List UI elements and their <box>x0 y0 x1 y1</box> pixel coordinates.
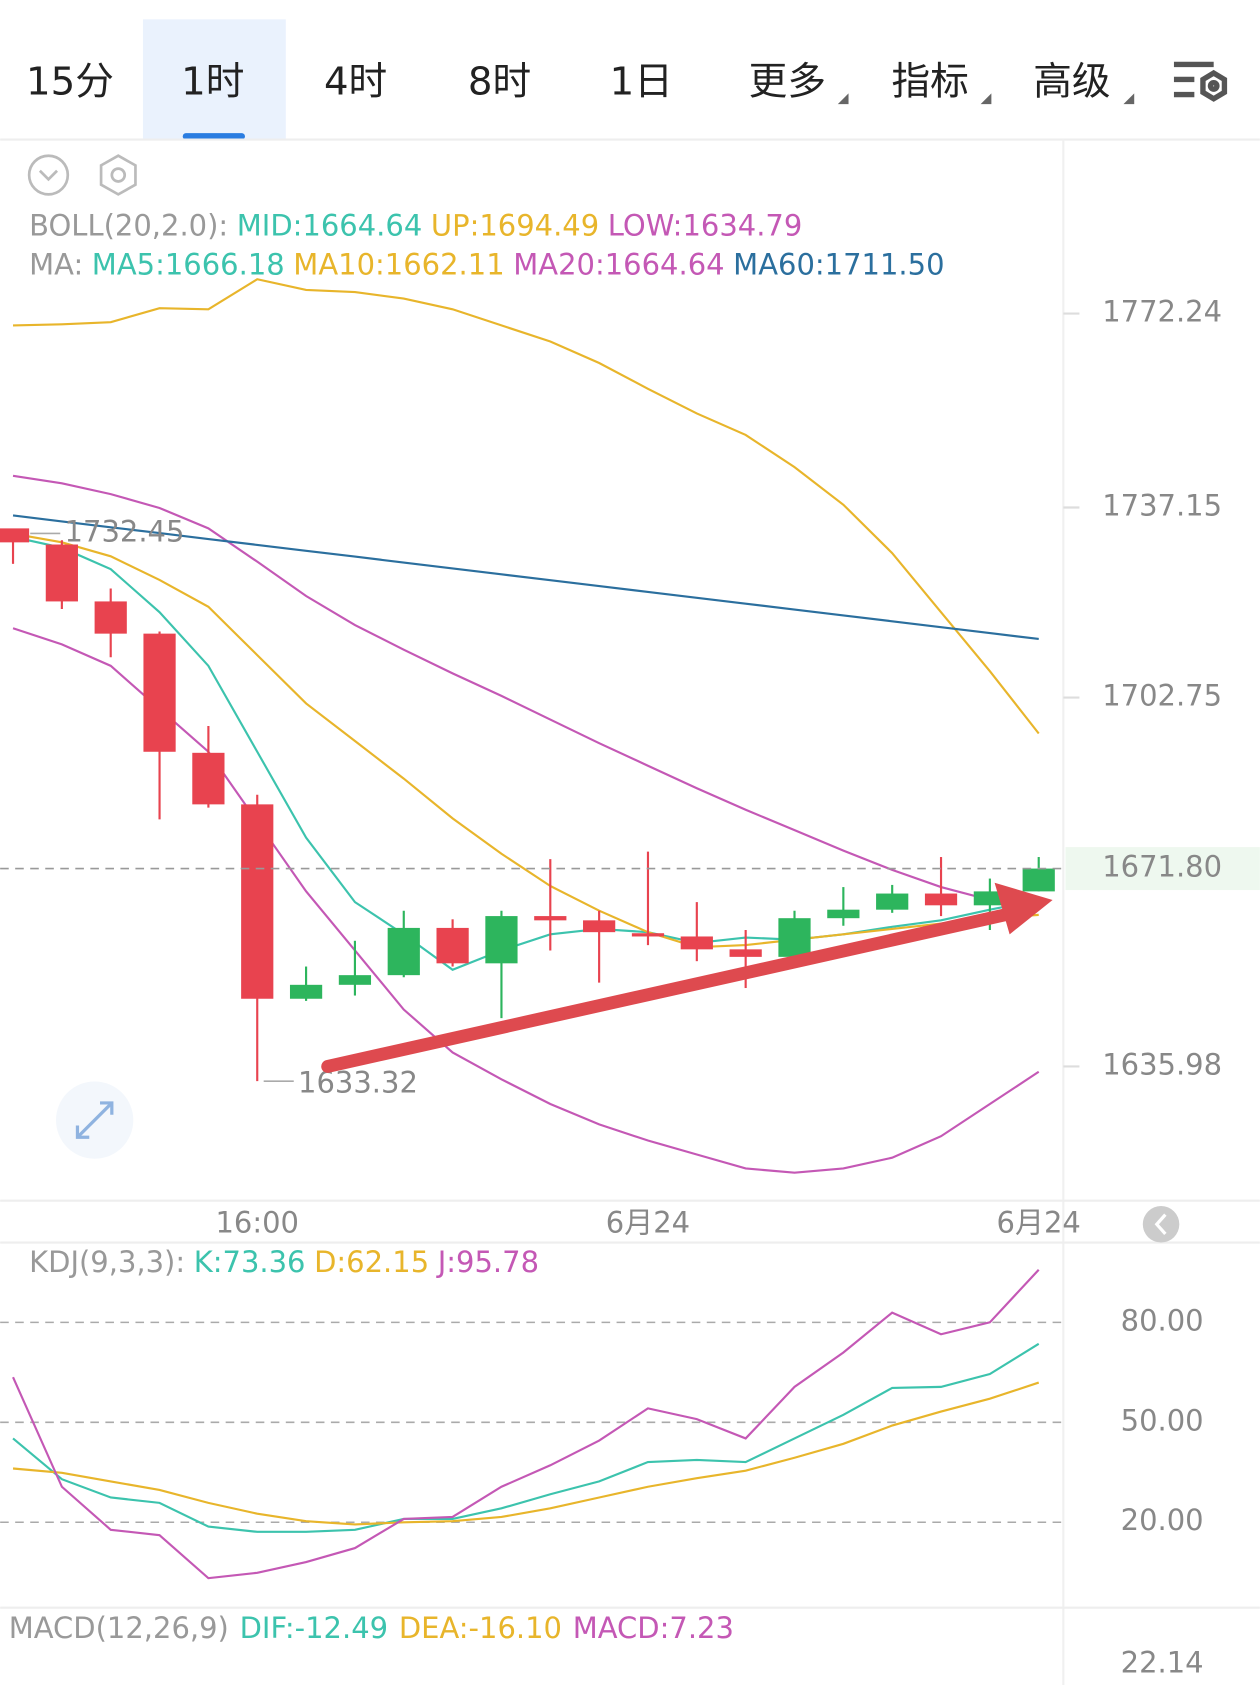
candle-body <box>534 916 567 921</box>
tab[interactable]: 15分 <box>26 59 114 104</box>
legend-item: MA10:1662.11 <box>293 247 504 281</box>
legend-item: MA5:1666.18 <box>92 247 285 281</box>
indicator-line <box>13 278 1040 735</box>
tab[interactable]: 指标 <box>892 59 969 104</box>
tab[interactable]: 高级 <box>1033 59 1110 104</box>
candle-body <box>680 936 713 950</box>
y-tick-label: 1702.75 <box>1102 679 1222 713</box>
legend-item: UP:1694.49 <box>431 209 599 243</box>
indicator-line <box>12 474 1039 910</box>
candle-body <box>583 920 616 933</box>
back-icon[interactable] <box>1142 1206 1180 1243</box>
indicator-line <box>12 627 1040 1174</box>
tab[interactable]: 更多 <box>749 59 826 104</box>
legend-label: BOLL(20,2.0): <box>29 209 228 243</box>
candle-body <box>973 891 1006 906</box>
legend-item: DIF:-12.49 <box>240 1611 388 1645</box>
y-tick-label: 20.00 <box>1121 1503 1204 1537</box>
candle-body <box>338 975 372 985</box>
legend-item: LOW:1634.79 <box>608 209 803 243</box>
legend-label: MACD(12,26,9) <box>9 1611 229 1645</box>
last-price-label: 1671.80 <box>1102 850 1222 884</box>
legend-item: MA20:1664.64 <box>513 247 724 281</box>
y-tick-label: 80.00 <box>1121 1303 1204 1337</box>
indicator-line <box>12 532 1039 949</box>
kdj-line <box>12 1342 1040 1533</box>
indicator-line <box>12 514 1039 641</box>
last-price-tag <box>1065 847 1260 891</box>
y-tick-label: 22.14 <box>1121 1646 1204 1680</box>
y-tick-label: 1635.98 <box>1102 1047 1222 1081</box>
legend-item: MID:1664.64 <box>237 209 423 243</box>
kdj-line <box>12 1268 1040 1580</box>
collapse-icon[interactable] <box>27 154 70 196</box>
legend-item: MA60:1711.50 <box>733 247 944 281</box>
trend-arrow <box>321 882 1053 1073</box>
candle-body <box>241 804 274 999</box>
macd-panel: MACD(12,26,9) DIF:-12.49 DEA:-16.10 MACD:7.… <box>9 1611 1204 1679</box>
candle-body <box>729 949 762 957</box>
candle-body <box>192 752 225 805</box>
settings-icon[interactable] <box>1173 61 1228 102</box>
candle-body <box>827 909 860 919</box>
candle-body <box>436 927 469 964</box>
tab[interactable]: 1时 <box>181 59 244 104</box>
candle-body <box>876 893 909 910</box>
selected-tab-bg <box>142 19 286 140</box>
y-tick-label: 1737.15 <box>1102 488 1222 522</box>
tab-underline <box>182 133 245 140</box>
legend-label: MA: <box>29 247 83 281</box>
candle-body <box>289 984 323 999</box>
legend-label: KDJ(9,3,3): <box>29 1245 185 1279</box>
kdj-chart: KDJ(9,3,3): K:73.36 D:62.15 J:95.78 80.00 50.… <box>0 1245 1204 1580</box>
expand-icon[interactable] <box>55 1081 134 1159</box>
tab[interactable]: 4时 <box>324 59 387 104</box>
legend-item: DEA:-16.10 <box>399 1611 562 1645</box>
price-chart: BOLL(20,2.0): MID:1664.64 UP:1694.49 LOW:16… <box>0 209 1260 1239</box>
y-tick-label: 1772.24 <box>1102 295 1222 329</box>
candle-body <box>631 933 665 937</box>
candle-body <box>485 916 518 964</box>
y-tick-label: 50.00 <box>1121 1403 1204 1437</box>
tab[interactable]: 1日 <box>610 59 673 104</box>
candle-body <box>94 601 127 634</box>
tab[interactable]: 8时 <box>468 59 531 104</box>
candle-body <box>45 544 78 602</box>
x-tick-label: 16:00 <box>215 1205 299 1239</box>
candle-body <box>1022 868 1055 892</box>
candle-body <box>387 927 420 976</box>
kdj-line <box>12 1381 1040 1526</box>
candle-body <box>143 633 176 752</box>
settings-hex-icon[interactable] <box>99 154 137 196</box>
x-tick-label: 6月24 <box>606 1205 690 1239</box>
legend-item: D:62.15 <box>314 1245 429 1279</box>
legend-item: K:73.36 <box>194 1245 306 1279</box>
max-label: 1732.45 <box>65 514 185 548</box>
min-label: 1633.32 <box>298 1065 418 1099</box>
candle-body <box>0 528 30 543</box>
x-tick-label: 6月24 <box>997 1205 1081 1239</box>
legend-item: J:95.78 <box>436 1245 539 1279</box>
candle-body <box>778 918 811 957</box>
candle-body <box>924 893 958 906</box>
legend-item: MACD:7.23 <box>573 1611 734 1645</box>
